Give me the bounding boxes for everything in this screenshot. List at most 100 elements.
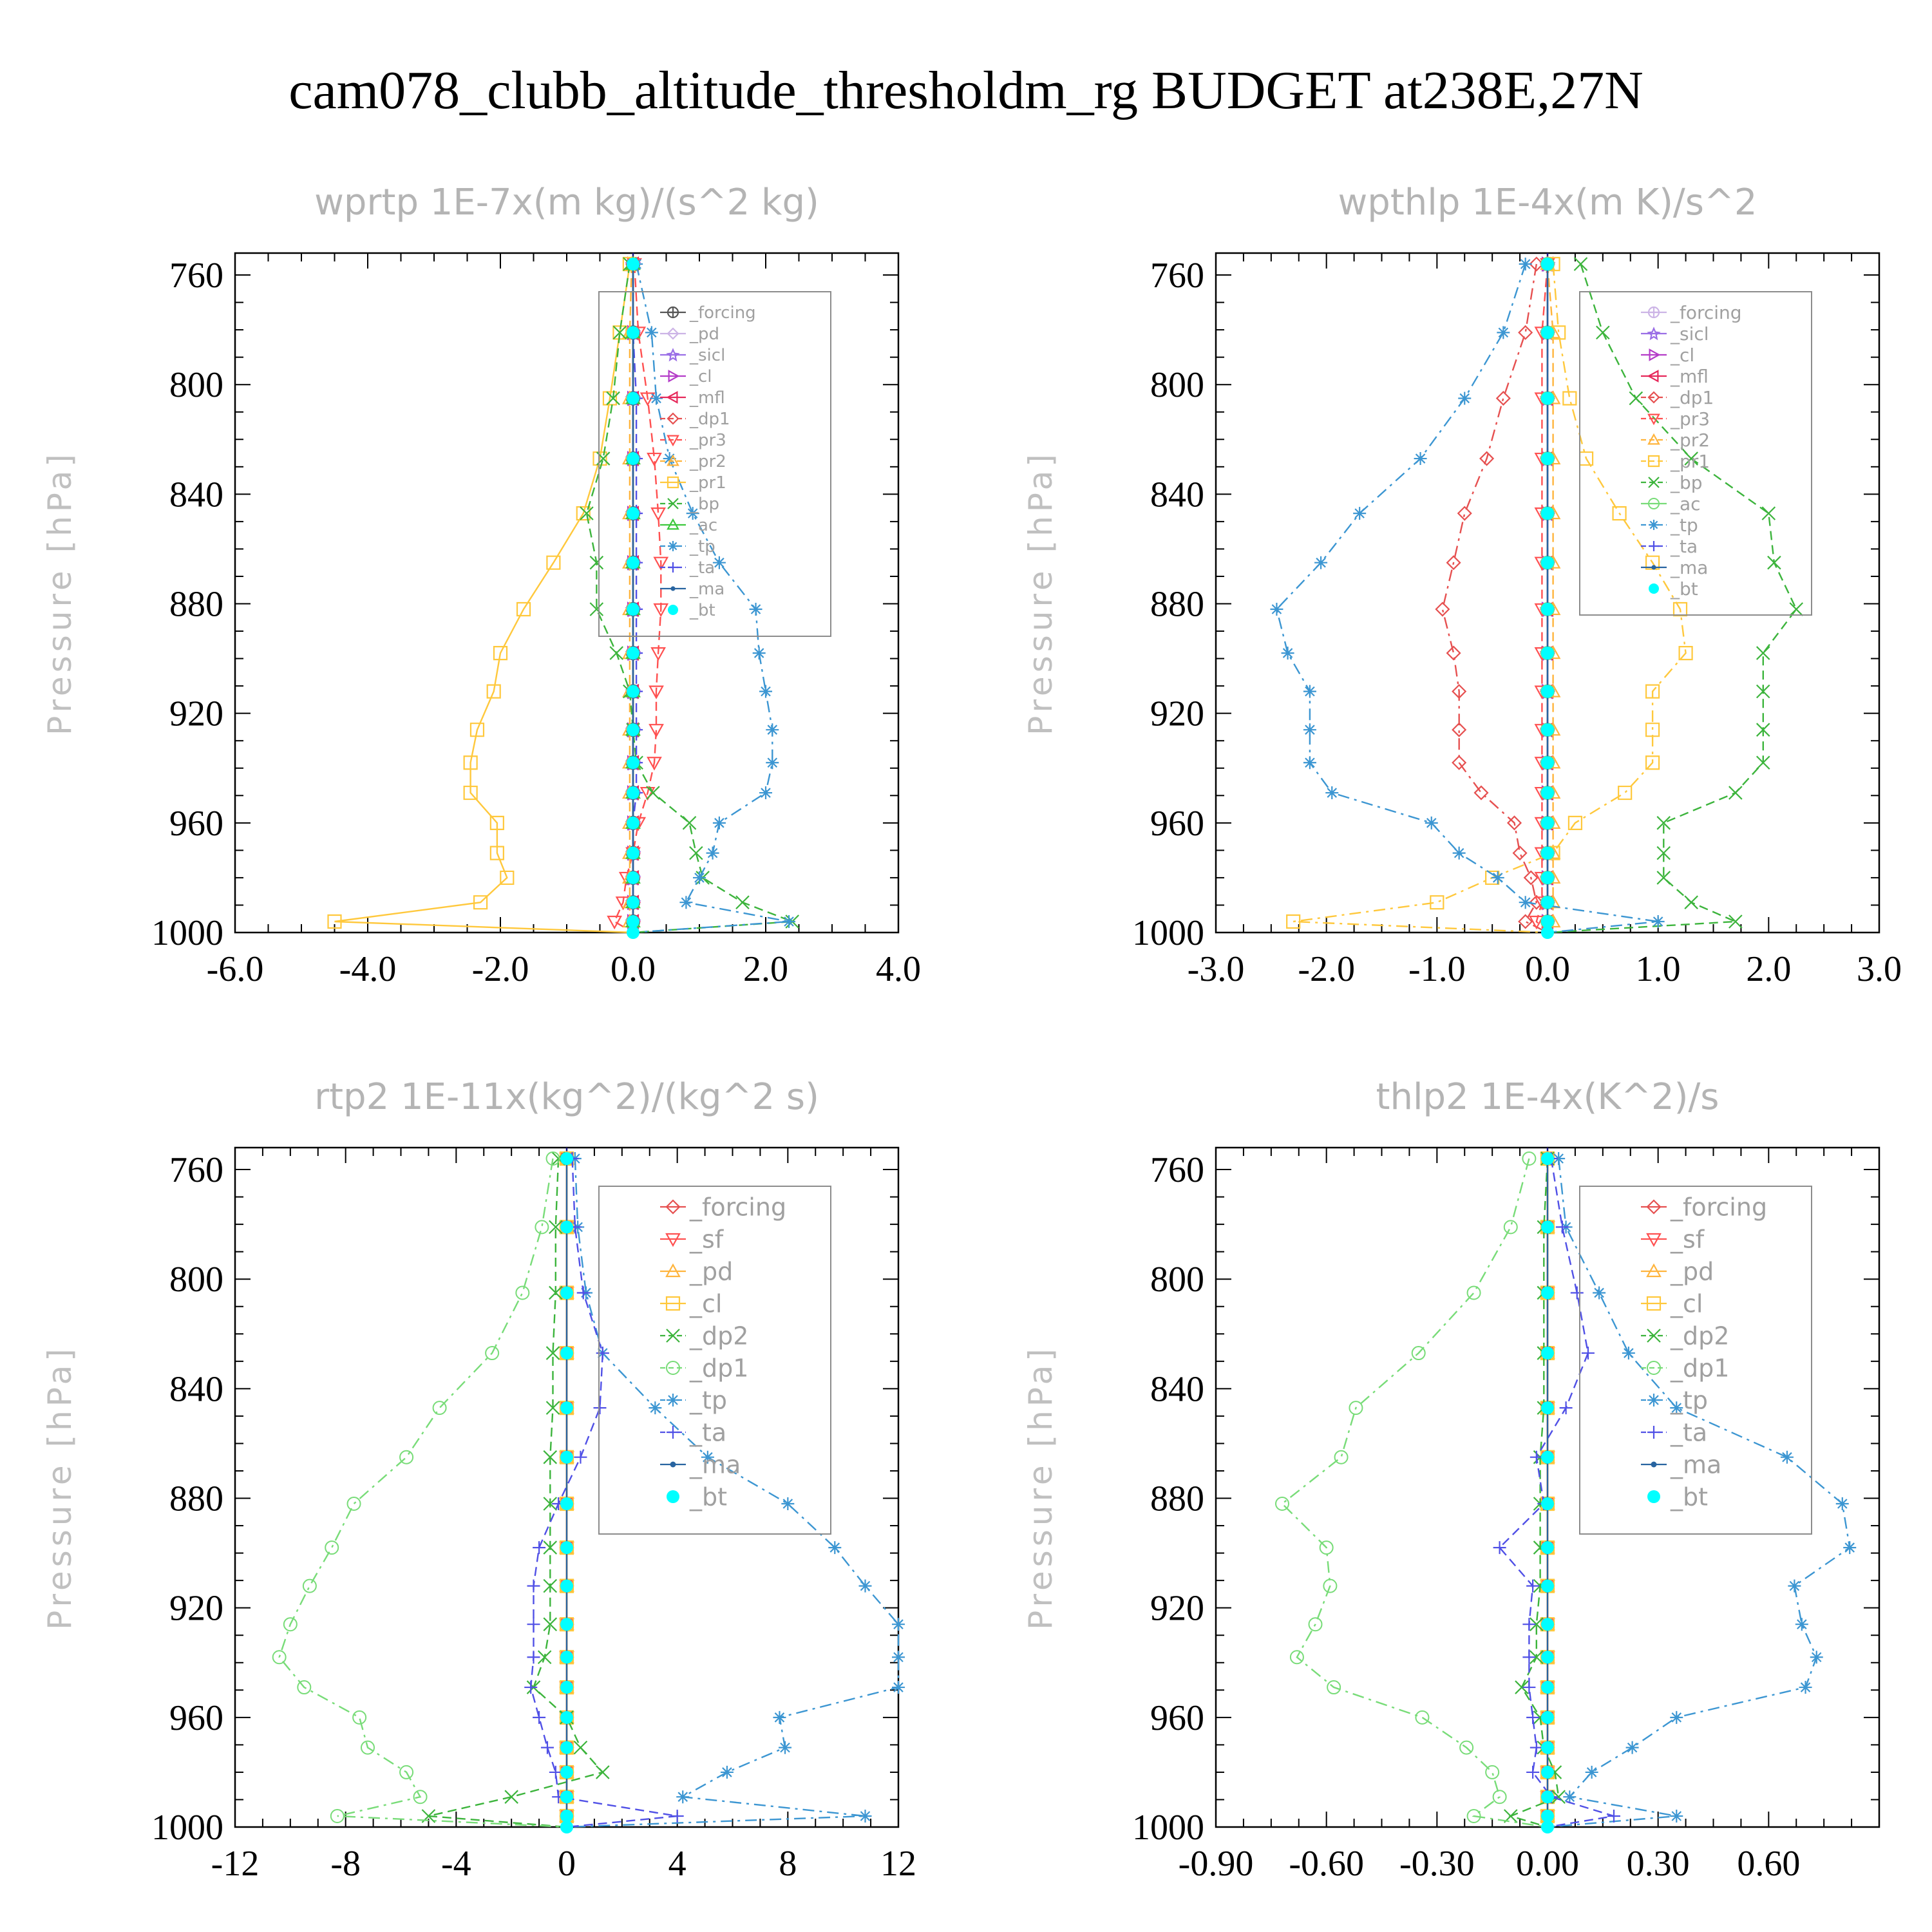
series-pr3 — [607, 258, 669, 934]
legend-marker — [1647, 1490, 1660, 1503]
data-point — [1457, 506, 1472, 521]
x-tick-label: 12 — [880, 1844, 916, 1884]
data-point — [540, 1741, 554, 1754]
data-point — [592, 451, 607, 466]
data-point — [627, 258, 639, 271]
data-point — [1519, 258, 1532, 271]
data-point — [549, 1765, 562, 1779]
legend-label: _cl — [689, 367, 712, 386]
data-point — [1452, 684, 1467, 699]
x-tick-label: -12 — [211, 1844, 260, 1884]
data-point — [1581, 1347, 1595, 1360]
data-point — [576, 1286, 590, 1300]
data-point — [1353, 507, 1367, 520]
data-point — [1506, 815, 1522, 831]
y-tick-label: 960 — [1150, 804, 1204, 844]
y-tick-label: 960 — [1150, 1698, 1204, 1738]
legend-marker — [667, 327, 679, 340]
data-point — [609, 646, 624, 660]
legend-label: _tp — [1670, 515, 1698, 536]
y-tick-label: 1000 — [151, 913, 223, 953]
legend-label: _bt — [1670, 1482, 1708, 1511]
data-point — [543, 1578, 558, 1593]
legend-box — [598, 1186, 831, 1535]
data-point — [647, 757, 662, 771]
data-point — [560, 1497, 573, 1511]
data-point — [1780, 1450, 1794, 1464]
data-point — [1593, 1286, 1606, 1300]
data-point — [559, 1765, 574, 1780]
y-tick-label: 760 — [1150, 1150, 1204, 1190]
data-point — [560, 1347, 573, 1360]
data-point — [1541, 258, 1554, 271]
data-point — [1795, 1618, 1808, 1631]
panel-4: thlp2 1E-4x(K^2)/s 760 800 840 880 920 960 1000… — [1022, 1076, 1880, 1884]
data-point — [1466, 1808, 1481, 1823]
data-point — [1540, 1578, 1555, 1593]
panels: wprtp 1E-7x(m kg)/(s^2 kg)76080084088092… — [41, 182, 1902, 1884]
data-point — [1319, 1540, 1334, 1555]
data-point — [1645, 723, 1660, 737]
x-tick-label: 1.0 — [1636, 949, 1681, 989]
data-point — [1526, 1710, 1540, 1724]
data-point — [1541, 326, 1554, 339]
data-point — [559, 1401, 574, 1416]
legend-label: _pr3 — [689, 431, 726, 450]
series-dp2 — [421, 1151, 610, 1828]
data-point — [1303, 685, 1316, 698]
legend-marker — [666, 1361, 680, 1375]
series-line — [529, 1158, 677, 1828]
data-point — [1452, 846, 1466, 860]
series-line — [1508, 1158, 1560, 1828]
legend-label: _ma — [689, 1450, 741, 1479]
series-line — [566, 1158, 900, 1828]
data-point — [663, 452, 676, 466]
data-point — [1540, 1650, 1555, 1665]
legend-marker — [667, 476, 679, 489]
data-point — [1541, 392, 1554, 405]
data-point — [1728, 914, 1743, 929]
data-point — [535, 1220, 549, 1235]
data-point — [1452, 722, 1467, 737]
x-tick-label: -8 — [330, 1844, 361, 1884]
legend-label: _pd — [689, 325, 719, 344]
y-tick-label: 920 — [169, 1589, 223, 1629]
data-point — [627, 896, 639, 909]
legend-marker — [1647, 1394, 1660, 1406]
data-point — [627, 392, 639, 405]
data-point — [1670, 1710, 1683, 1724]
data-point — [1485, 1765, 1500, 1779]
panel-3: rtp2 1E-11x(kg^2)/(kg^2 s)76080084088092… — [41, 1076, 916, 1884]
data-point — [627, 507, 639, 520]
series-line — [585, 263, 793, 934]
data-point — [559, 1740, 574, 1755]
data-point — [325, 1540, 339, 1555]
data-point — [1541, 452, 1554, 466]
data-point — [649, 685, 664, 699]
data-point — [1526, 1579, 1540, 1593]
data-point — [573, 1740, 588, 1755]
data-point — [533, 1710, 546, 1724]
legend: _forcing_sicl_cl_mfl_dp1_pr3_pr2_pr1_bp_… — [1579, 291, 1812, 616]
y-tick-label: 1000 — [1132, 1808, 1204, 1848]
panel-1: wprtp 1E-7x(m kg)/(s^2 kg) 760 800 840 880 92… — [41, 182, 921, 989]
data-point — [1493, 1541, 1506, 1555]
data-point — [653, 556, 669, 571]
data-point — [533, 1541, 546, 1555]
data-point — [543, 1497, 558, 1511]
legend-label: _pd — [689, 1257, 733, 1285]
legend-marker — [1647, 1426, 1660, 1439]
data-point — [1435, 601, 1450, 617]
data-point — [706, 846, 719, 860]
y-tick-label: 760 — [1150, 256, 1204, 296]
data-point — [352, 1710, 367, 1725]
legend-label: _pr2 — [689, 452, 726, 471]
data-point — [559, 1220, 574, 1235]
data-point — [782, 914, 796, 928]
data-point — [1670, 1401, 1683, 1415]
legend-label: _sf — [689, 1225, 724, 1253]
series-pr3 — [1528, 258, 1555, 933]
data-point — [1810, 1651, 1823, 1664]
x-tick-label: 3.0 — [1857, 949, 1902, 989]
data-point — [1585, 1765, 1598, 1779]
